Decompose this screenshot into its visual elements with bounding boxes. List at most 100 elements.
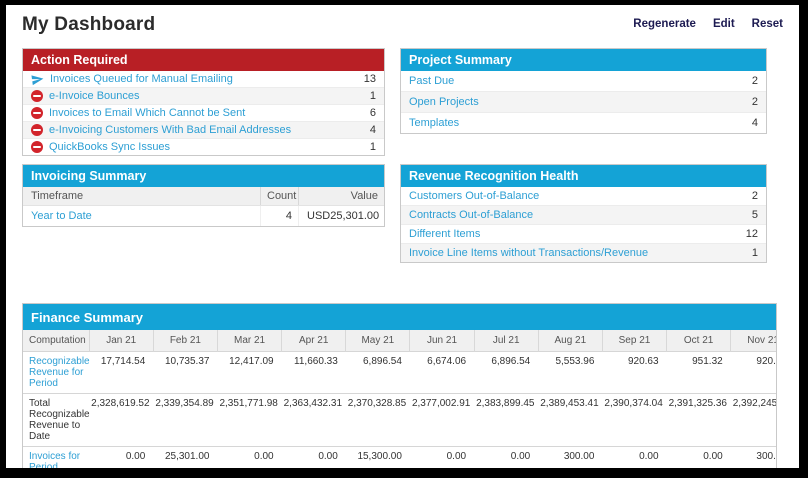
month-column-header: Apr 21	[281, 330, 346, 352]
item-count: 5	[751, 209, 758, 221]
revenue-recognition-header: Revenue Recognition Health	[401, 165, 766, 187]
action-required-link[interactable]: e-Invoice Bounces	[49, 90, 140, 102]
action-required-link[interactable]: e-Invoicing Customers With Bad Email Add…	[49, 124, 292, 136]
finance-value: 300.00	[730, 446, 776, 468]
revenue-recognition-panel: Revenue Recognition Health Customers Out…	[400, 164, 767, 263]
finance-value: 920.63	[730, 351, 776, 394]
project-summary-link[interactable]: Open Projects	[409, 96, 479, 108]
page-title: My Dashboard	[22, 14, 156, 35]
finance-header-row: Computation Jan 21 Feb 21 Mar 21 Apr 21 May …	[23, 330, 776, 352]
action-required-item: e-Invoice Bounces 1	[23, 87, 384, 104]
month-column-header: Nov 21	[730, 330, 776, 352]
project-summary-item: Open Projects 2	[401, 91, 766, 112]
item-count: 2	[751, 75, 758, 87]
amount: 25,301.00	[330, 210, 380, 222]
finance-value: 6,896.54	[345, 351, 410, 394]
month-column-header: May 21	[345, 330, 410, 352]
action-required-link[interactable]: Invoices Queued for Manual Emailing	[50, 73, 233, 85]
item-count: 1	[369, 90, 376, 102]
month-column-header: Oct 21	[666, 330, 731, 352]
finance-value: 10,735.37	[153, 351, 218, 394]
paper-plane-icon	[31, 73, 44, 86]
top-bar: My Dashboard Regenerate Edit Reset	[6, 5, 799, 36]
finance-row: Total Recognizable Revenue to Date 2,328,…	[23, 393, 776, 447]
action-required-link[interactable]: QuickBooks Sync Issues	[49, 141, 171, 153]
no-entry-icon	[31, 141, 43, 153]
finance-value: 951.32	[666, 351, 731, 394]
month-column-header: Jan 21	[88, 330, 154, 352]
finance-value: 0.00	[217, 446, 282, 468]
action-required-item: e-Invoicing Customers With Bad Email Add…	[23, 121, 384, 138]
finance-value: 920.63	[602, 351, 667, 394]
no-entry-icon	[31, 124, 43, 136]
project-summary-list: Past Due 2 Open Projects 2 Templates 4	[401, 71, 766, 133]
action-required-panel: Action Required Invoices Queued for Manu…	[22, 48, 385, 156]
regenerate-link[interactable]: Regenerate	[633, 18, 696, 30]
revenue-recognition-item: Different Items 12	[401, 224, 766, 243]
col-value: Value	[298, 187, 384, 205]
panel-grid: Action Required Invoices Queued for Manu…	[6, 48, 799, 263]
finance-value: 15,300.00	[345, 446, 410, 468]
top-actions: Regenerate Edit Reset	[633, 14, 783, 30]
finance-summary-header: Finance Summary	[23, 304, 776, 330]
col-timeframe: Timeframe	[31, 190, 84, 202]
edit-link[interactable]: Edit	[712, 18, 735, 30]
action-required-item: Invoices to Email Which Cannot be Sent 6	[23, 104, 384, 121]
revenue-recognition-link[interactable]: Different Items	[409, 228, 481, 240]
invoice-value: USD 25,301.00	[298, 206, 384, 226]
finance-summary-panel: Finance Summary Computation Jan 21 Feb 21…	[22, 303, 777, 468]
finance-row: Invoices for Period 0.00 25,301.00 0.00 0.00…	[23, 446, 776, 468]
invoicing-table-row: Year to Date 4 USD 25,301.00	[23, 205, 384, 226]
finance-value: 2,392,245.99	[730, 393, 776, 447]
dashboard-page: My Dashboard Regenerate Edit Reset Actio…	[6, 5, 799, 468]
finance-value: 5,553.96	[538, 351, 603, 394]
invoicing-table-header: Timeframe Count Value	[23, 187, 384, 205]
finance-table-scroller: Computation Jan 21 Feb 21 Mar 21 Apr 21 May …	[23, 330, 776, 468]
finance-value: 2,390,374.04	[602, 393, 667, 447]
revenue-recognition-item: Customers Out-of-Balance 2	[401, 187, 766, 205]
revenue-recognition-link[interactable]: Invoice Line Items without Transactions/…	[409, 247, 649, 259]
finance-value: 17,714.54	[89, 351, 154, 394]
month-column-header: Feb 21	[152, 330, 218, 352]
finance-value: 2,363,432.31	[281, 393, 346, 447]
item-count: 4	[751, 117, 758, 129]
finance-value: 6,674.06	[409, 351, 475, 394]
finance-value: 2,370,328.85	[345, 393, 410, 447]
action-required-link[interactable]: Invoices to Email Which Cannot be Sent	[49, 107, 246, 119]
month-column-header: Mar 21	[216, 330, 282, 352]
item-count: 12	[745, 228, 758, 240]
finance-value: 0.00	[666, 446, 731, 468]
finance-value: 12,417.09	[217, 351, 282, 394]
finance-value: 25,301.00	[153, 446, 218, 468]
action-required-header: Action Required	[23, 49, 384, 71]
finance-row-link[interactable]: Recognizable Revenue for Period	[29, 356, 90, 389]
item-count: 1	[369, 141, 376, 153]
action-required-item: QuickBooks Sync Issues 1	[23, 138, 384, 155]
item-count: 13	[363, 73, 376, 85]
finance-value: 6,896.54	[474, 351, 539, 394]
revenue-recognition-list: Customers Out-of-Balance 2 Contracts Out…	[401, 187, 766, 262]
project-summary-item: Past Due 2	[401, 71, 766, 91]
finance-row-link[interactable]: Invoices for Period	[29, 451, 81, 468]
revenue-recognition-link[interactable]: Contracts Out-of-Balance	[409, 209, 534, 221]
reset-link[interactable]: Reset	[751, 18, 783, 30]
col-count: Count	[260, 187, 298, 205]
project-summary-link[interactable]: Templates	[409, 117, 460, 129]
invoice-count: 4	[260, 206, 298, 226]
finance-value: 300.00	[538, 446, 603, 468]
project-summary-panel: Project Summary Past Due 2 Open Projects…	[400, 48, 767, 134]
item-count: 1	[751, 247, 758, 259]
finance-value: 2,351,771.98	[217, 393, 282, 447]
finance-value: 2,391,325.36	[666, 393, 731, 447]
project-summary-link[interactable]: Past Due	[409, 75, 455, 87]
timeframe-link[interactable]: Year to Date	[31, 210, 92, 222]
finance-row: Recognizable Revenue for Period 17,714.54…	[23, 351, 776, 394]
revenue-recognition-link[interactable]: Customers Out-of-Balance	[409, 190, 540, 202]
revenue-recognition-item: Invoice Line Items without Transactions/…	[401, 243, 766, 262]
finance-value: 11,660.33	[281, 351, 346, 394]
no-entry-icon	[31, 90, 43, 102]
month-column-header: Aug 21	[537, 330, 603, 352]
invoicing-summary-header: Invoicing Summary	[23, 165, 384, 187]
col-computation: Computation	[23, 330, 90, 352]
